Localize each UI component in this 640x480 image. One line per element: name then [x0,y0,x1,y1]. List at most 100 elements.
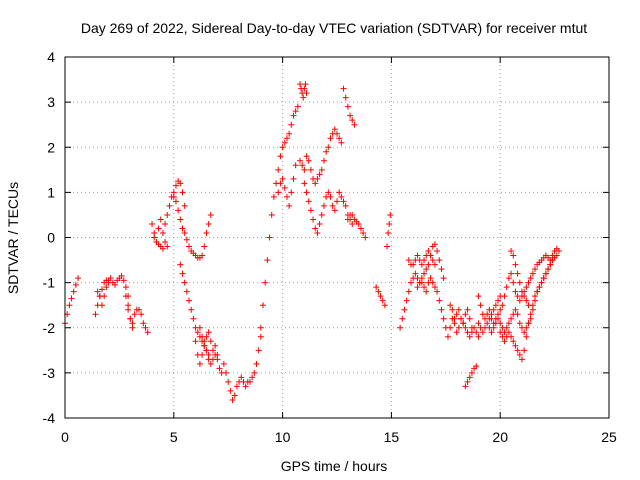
series-seg19 [340,85,358,128]
data-point [538,279,545,286]
data-point [170,193,177,200]
series-seg3 [94,279,112,309]
data-point [407,279,414,286]
data-point [220,360,227,367]
data-point [227,387,234,394]
data-point [98,302,105,309]
data-point [525,302,532,309]
data-point [488,329,495,336]
series-seg25 [414,275,482,340]
data-point [297,157,304,164]
data-point [412,270,419,277]
y-tick-labels: -4 -3 -2 -1 0 1 2 3 4 [43,49,56,426]
data-point [303,189,310,196]
data-point [207,338,214,345]
data-point [288,189,295,196]
data-point [523,333,530,340]
data-point [238,374,245,381]
data-point [492,302,499,309]
data-point [338,193,345,200]
data-point [514,347,521,354]
data-point [418,279,425,286]
y-tick-label: -3 [43,365,56,381]
data-point [529,270,536,277]
data-point [462,311,469,318]
data-point [300,94,307,101]
data-point [505,275,512,282]
data-point [532,266,539,273]
data-point [405,288,412,295]
data-point [449,306,456,313]
series-seg18 [334,189,356,227]
data-point [201,342,208,349]
data-point [277,153,284,160]
y-tick-label: 4 [47,49,55,65]
data-point [290,112,297,119]
data-point [299,162,306,169]
data-point [462,383,469,390]
data-point [125,302,132,309]
data-point [179,270,186,277]
x-tick-label: 10 [275,429,291,445]
data-point [107,275,114,282]
data-point [181,202,188,209]
data-point [314,229,321,236]
data-point [192,338,199,345]
data-point [362,234,369,241]
data-point [477,302,484,309]
data-point [438,306,445,313]
data-point [266,234,273,241]
series-seg24 [405,248,438,268]
data-point [233,383,240,390]
data-point [105,279,112,286]
data-point [264,257,271,264]
data-point [501,338,508,345]
data-point [292,162,299,169]
data-point [68,295,75,302]
data-point [397,324,404,331]
series-seg11 [192,333,264,403]
data-point [549,257,556,264]
data-point [357,225,364,232]
series-seg5 [122,293,136,331]
data-point [249,374,256,381]
data-point [385,229,392,236]
series-seg7 [151,234,166,252]
data-point [205,329,212,336]
data-point [177,261,184,268]
data-point [464,378,471,385]
data-point [481,324,488,331]
data-point [434,288,441,295]
data-point [179,225,186,232]
data-point [512,288,519,295]
data-point [279,175,286,182]
x-tick-label: 0 [61,429,69,445]
data-point [155,225,162,232]
data-point [255,347,262,354]
data-point [334,130,340,137]
data-point [379,297,386,304]
data-point [325,144,332,151]
data-point [183,236,190,243]
data-point [323,148,330,155]
data-point [329,202,336,209]
data-point [458,315,465,322]
data-point [290,175,297,182]
data-point [122,293,129,300]
data-point [242,383,249,390]
data-point [488,311,495,318]
data-point [277,180,284,187]
data-point [381,302,388,309]
axis-ticks [64,56,610,419]
series-seg26 [447,302,475,331]
data-point [275,166,282,173]
data-point [138,311,145,318]
data-point [434,248,441,255]
data-point [360,229,367,236]
data-point [523,284,530,291]
data-point [527,311,534,318]
data-point [281,184,288,191]
data-point [484,320,491,327]
data-point [118,272,125,279]
data-point [301,180,308,187]
